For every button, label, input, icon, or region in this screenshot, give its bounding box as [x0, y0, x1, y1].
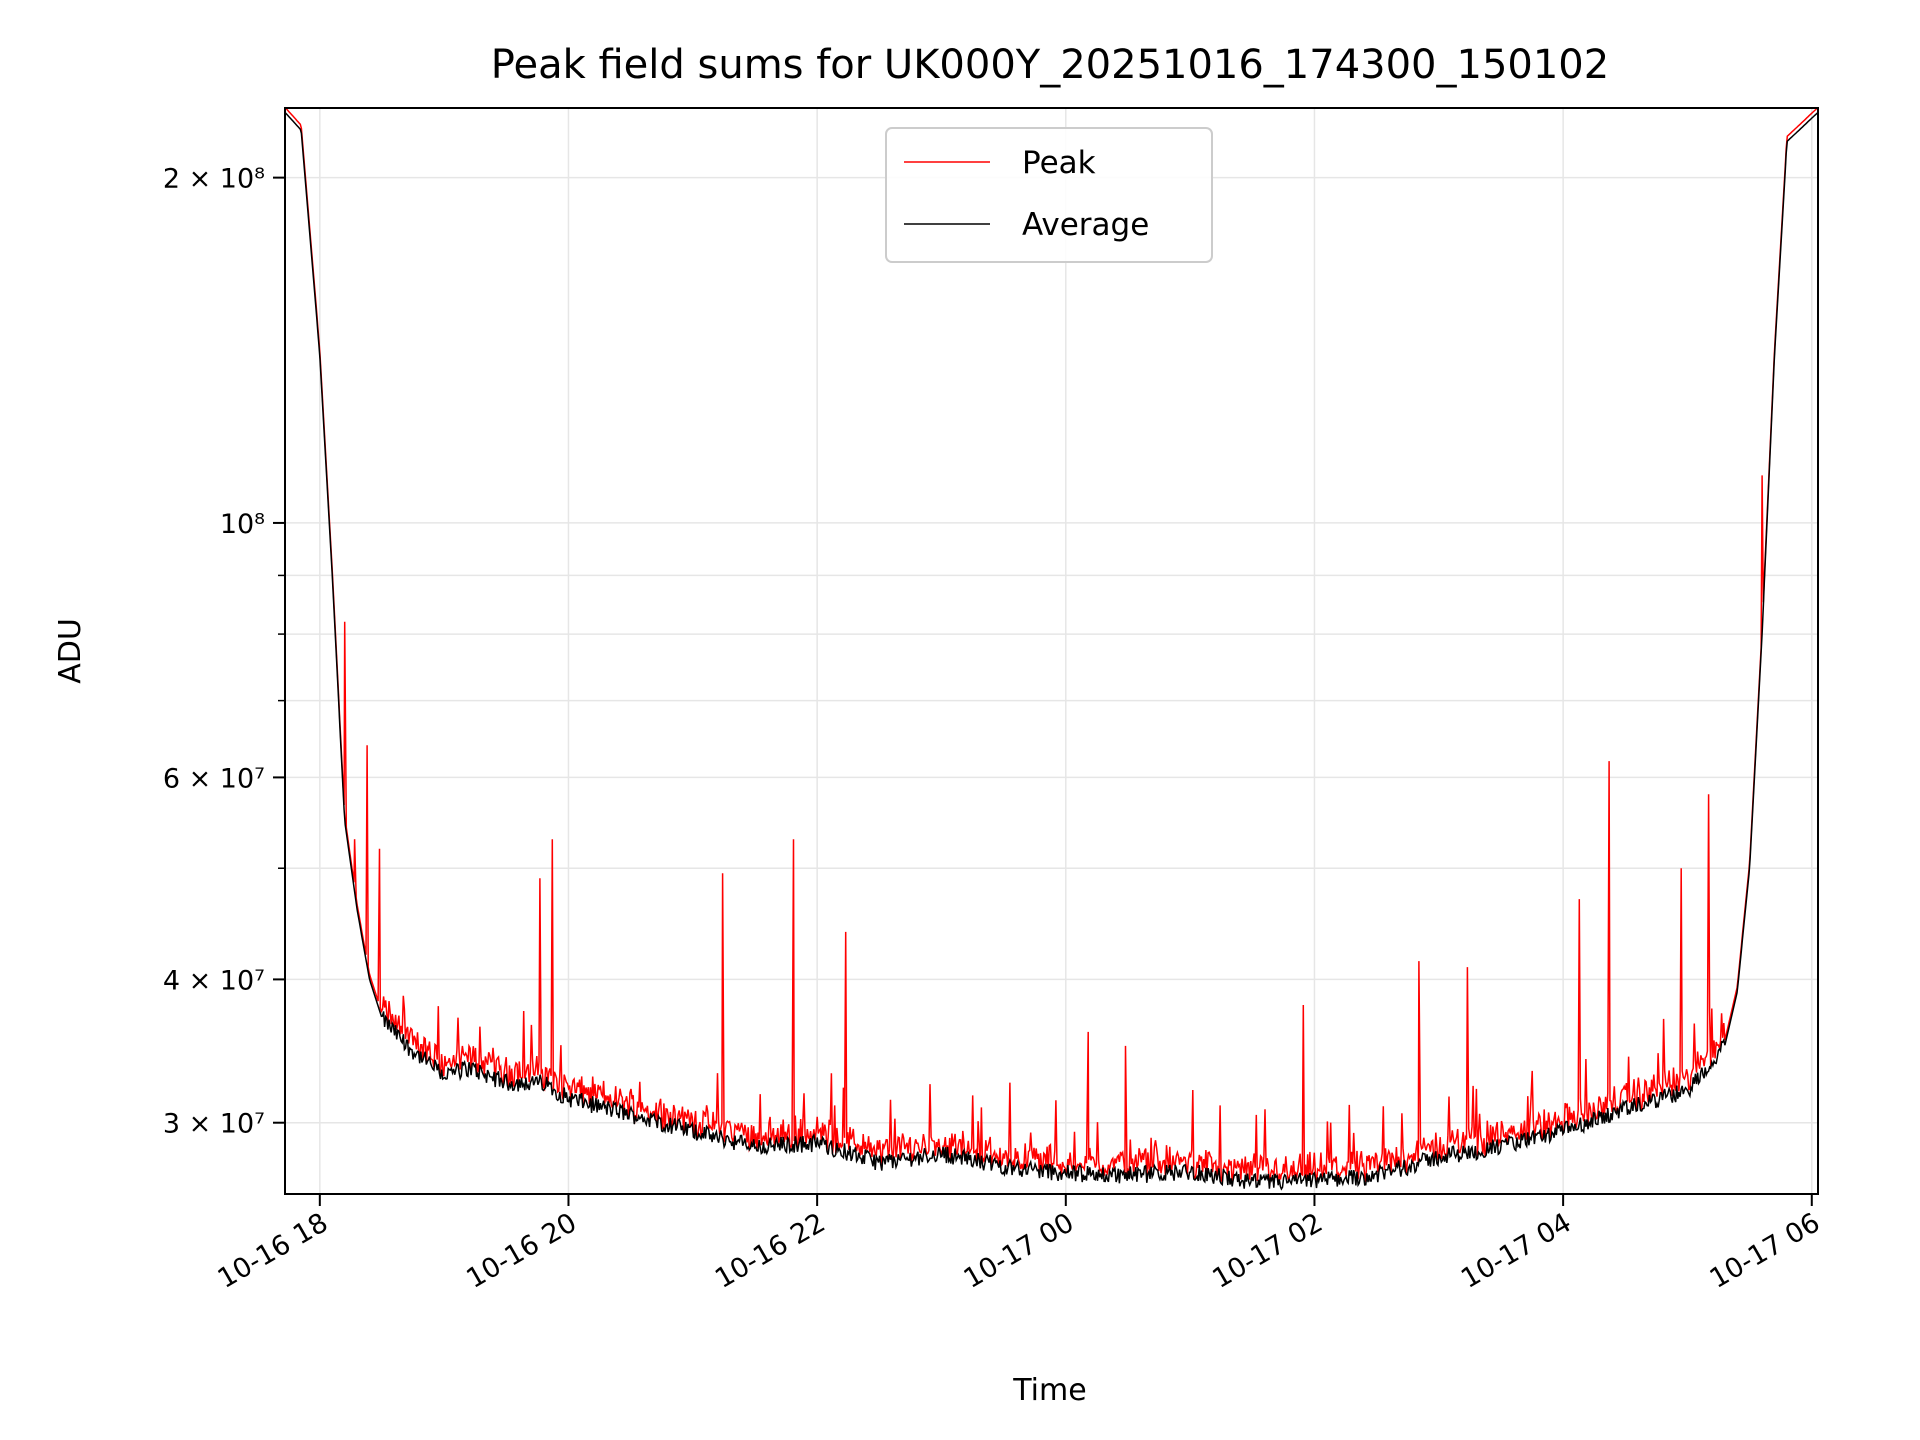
series-line-average — [284, 111, 1819, 1191]
x-tick-label: 10-17 04 — [1456, 1207, 1577, 1295]
x-tick-label: 10-16 22 — [710, 1207, 831, 1295]
x-tick-label: 10-16 18 — [213, 1207, 334, 1295]
series-line-peak — [284, 106, 1819, 1187]
grid-layer — [285, 108, 1818, 1194]
y-tick-label: 4 × 10⁷ — [163, 965, 265, 996]
plot-frame — [284, 107, 1819, 1195]
y-tick-label: 2 × 10⁸ — [163, 164, 265, 195]
legend-peak-label: Peak — [1022, 145, 1096, 181]
y-tick-label: 10⁸ — [220, 509, 265, 540]
x-tick-label: 10-17 00 — [959, 1207, 1080, 1295]
x-tick-label: 10-17 02 — [1207, 1207, 1328, 1295]
x-tick-label: 10-17 06 — [1705, 1207, 1826, 1295]
legend-average-label: Average — [1022, 207, 1149, 243]
y-tick-label: 6 × 10⁷ — [163, 763, 265, 794]
x-tick-label: 10-16 20 — [461, 1207, 582, 1295]
x-axis-title: Time — [1012, 1373, 1086, 1408]
y-axis-title: ADU — [53, 618, 88, 684]
series-layer — [284, 106, 1819, 1191]
y-tick-label: 3 × 10⁷ — [163, 1109, 265, 1140]
chart-title: Peak field sums for UK000Y_20251016_1743… — [491, 42, 1609, 88]
legend: Peak Average — [885, 127, 1213, 263]
